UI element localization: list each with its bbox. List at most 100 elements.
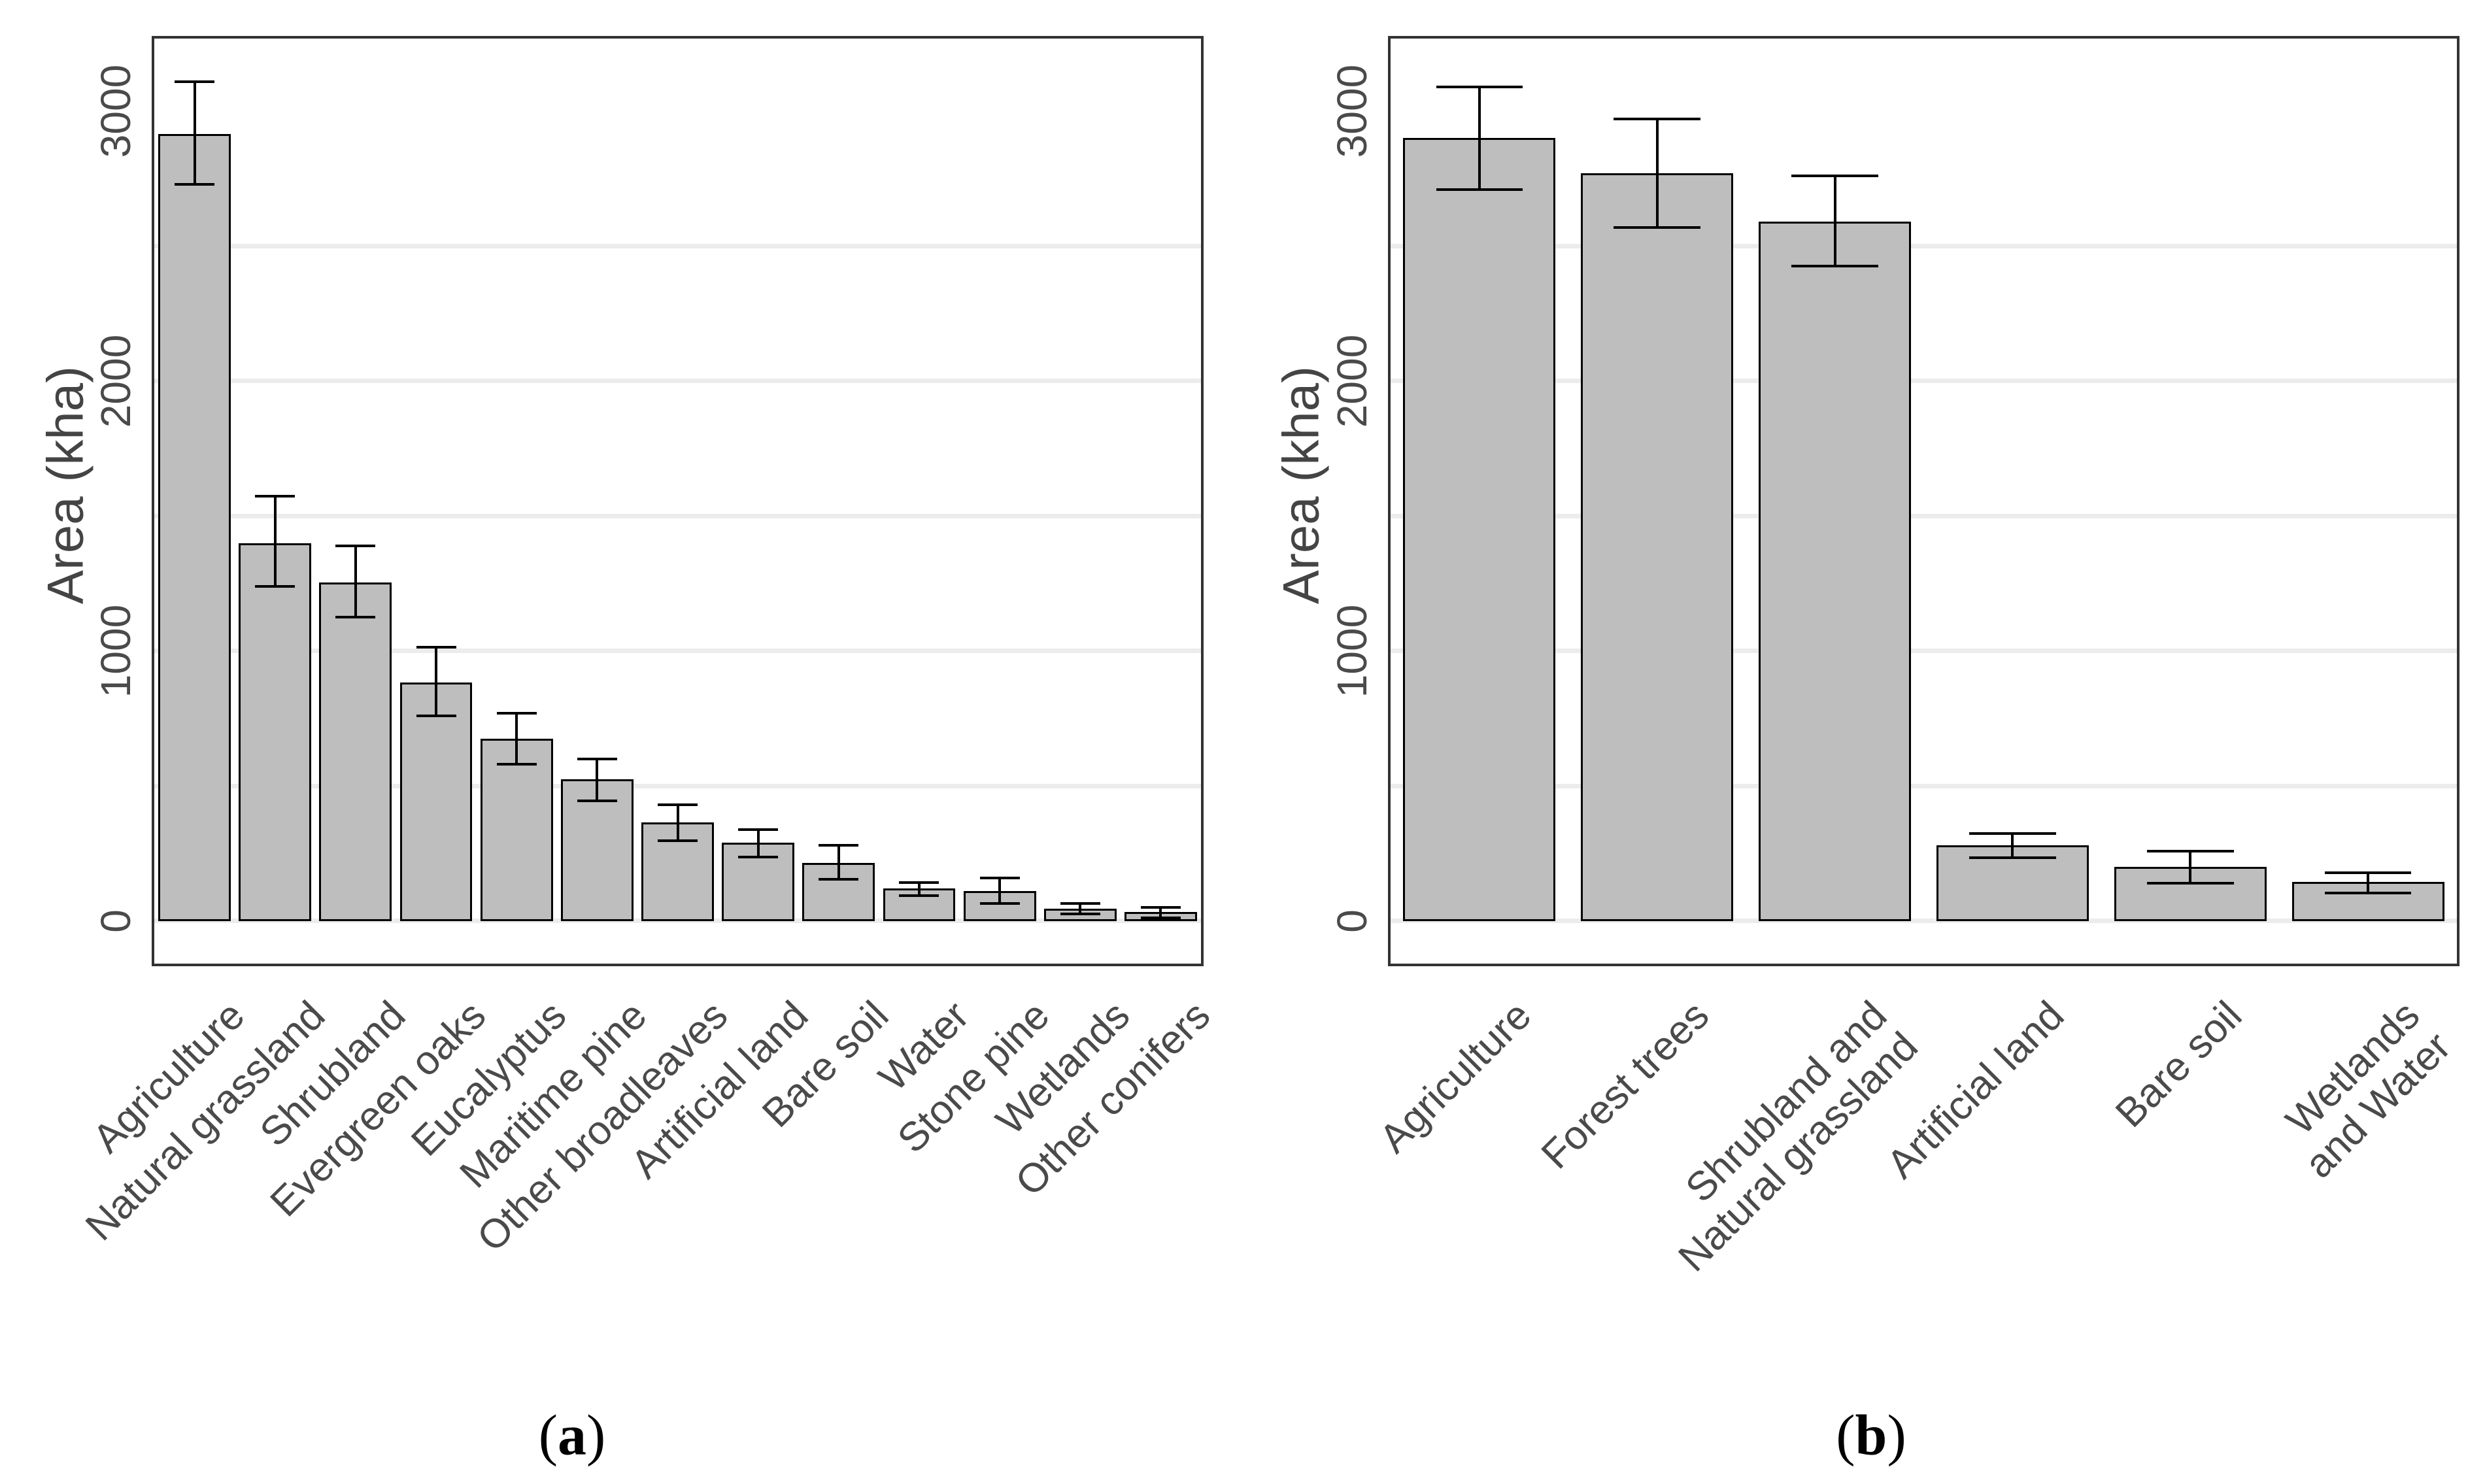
error-bar-cap-top-bare-soil (819, 844, 859, 847)
error-bar-cap-bottom-evergreen-oaks (416, 715, 456, 718)
error-bar-cap-top-wetlands-and-water (2324, 871, 2412, 874)
x-label-agriculture: Agriculture (1370, 992, 1540, 1162)
caption-b-close-paren: ) (1887, 1404, 1906, 1468)
error-bar-cap-bottom-bare-soil (819, 878, 859, 881)
error-bar-cap-top-bare-soil (2146, 849, 2234, 852)
caption-a-letter: a (558, 1404, 586, 1468)
caption-a-close-paren: ) (586, 1404, 606, 1468)
y-tick-label-1000: 1000 (92, 604, 139, 698)
error-bar-line-artificial-land (2011, 833, 2014, 858)
bar-maritime-pine (560, 779, 634, 921)
error-bar-cap-bottom-other-conifers (1140, 916, 1181, 919)
error-bar-cap-bottom-agriculture (175, 182, 215, 186)
gridline-2500 (1391, 243, 2457, 248)
error-bar-cap-bottom-shrubland-and-natural-grassland (1791, 265, 1878, 268)
caption-a-open-paren: ( (538, 1404, 558, 1468)
error-bar-line-wetlands-and-water (2367, 872, 2370, 893)
error-bar-cap-top-evergreen-oaks (416, 645, 456, 649)
caption-b-open-paren: ( (1836, 1404, 1855, 1468)
bar-natural-grassland (239, 543, 312, 921)
caption-b-letter: b (1855, 1404, 1887, 1468)
error-bar-cap-bottom-maritime-pine (577, 800, 617, 803)
bar-eucalyptus (480, 739, 553, 921)
y-tick-label-0: 0 (92, 909, 139, 933)
error-bar-line-artificial-land (756, 830, 760, 858)
error-bar-line-water (917, 883, 921, 896)
gridline-1500 (154, 513, 1201, 518)
y-tick-label-3000: 3000 (92, 64, 139, 158)
error-bar-line-evergreen-oaks (435, 647, 438, 717)
error-bar-line-other-conifers (1159, 907, 1162, 918)
gridline-1500 (1391, 513, 2457, 518)
bar-agriculture (158, 134, 231, 921)
error-bar-line-stone-pine (998, 878, 1002, 904)
error-bar-cap-top-water (899, 881, 939, 885)
bar-shrubland-and-natural-grassland (1759, 222, 1912, 921)
error-bar-cap-bottom-natural-grassland (255, 584, 296, 588)
error-bar-cap-top-artificial-land (738, 828, 779, 832)
error-bar-cap-bottom-stone-pine (979, 902, 1020, 905)
caption-a: (a) (539, 1403, 606, 1469)
error-bar-cap-bottom-water (899, 894, 939, 897)
x-label-wetlands-and-water: Wetlands and Water (2277, 992, 2460, 1187)
error-bar-cap-bottom-bare-soil (2146, 882, 2234, 885)
gridline-1000 (154, 649, 1201, 653)
error-bar-cap-bottom-shrubland (335, 616, 376, 619)
y-tick-label-2000: 2000 (1328, 334, 1376, 428)
gridline-2000 (154, 379, 1201, 383)
error-bar-line-bare-soil (2189, 851, 2192, 884)
gridline-500 (1391, 783, 2457, 788)
plot-panel-b (1388, 36, 2460, 966)
error-bar-cap-top-eucalyptus (496, 712, 537, 715)
error-bar-line-shrubland (354, 545, 357, 618)
error-bar-cap-top-agriculture (175, 80, 215, 83)
error-bar-cap-bottom-other-broadleaves (658, 839, 698, 843)
error-bar-line-agriculture (1478, 86, 1481, 190)
y-tick-label-0: 0 (1328, 909, 1376, 933)
error-bar-cap-bottom-agriculture (1436, 188, 1523, 191)
y-axis-title-a: Area (kha) (36, 365, 94, 604)
error-bar-line-natural-grassland (273, 496, 277, 586)
error-bar-cap-top-agriculture (1436, 85, 1523, 88)
error-bar-line-forest-trees (1655, 119, 1659, 228)
plot-panel-a (152, 36, 1204, 966)
error-bar-line-maritime-pine (596, 759, 599, 801)
gridline-1000 (1391, 649, 2457, 653)
error-bar-cap-top-wetlands (1060, 902, 1100, 905)
error-bar-cap-top-artificial-land (1969, 832, 2056, 835)
error-bar-cap-bottom-artificial-land (1969, 856, 2056, 859)
error-bar-cap-top-natural-grassland (255, 494, 296, 497)
caption-b: (b) (1836, 1403, 1906, 1469)
error-bar-cap-top-other-conifers (1140, 905, 1181, 909)
gridline-2000 (1391, 379, 2457, 383)
y-tick-label-2000: 2000 (92, 334, 139, 428)
bar-evergreen-oaks (399, 682, 473, 921)
gridline-0 (1391, 919, 2457, 923)
gridline-500 (154, 783, 1201, 788)
error-bar-line-wetlands (1079, 903, 1082, 915)
bar-forest-trees (1581, 173, 1734, 921)
y-tick-label-3000: 3000 (1328, 64, 1376, 158)
error-bar-cap-top-forest-trees (1614, 118, 1701, 121)
error-bar-cap-top-other-broadleaves (658, 803, 698, 806)
bar-agriculture (1403, 138, 1556, 921)
gridline-2500 (154, 243, 1201, 248)
error-bar-cap-top-maritime-pine (577, 758, 617, 761)
y-tick-label-1000: 1000 (1328, 604, 1376, 698)
error-bar-cap-bottom-artificial-land (738, 856, 779, 859)
error-bar-cap-bottom-wetlands (1060, 913, 1100, 916)
error-bar-cap-bottom-eucalyptus (496, 763, 537, 766)
error-bar-cap-top-shrubland-and-natural-grassland (1791, 175, 1878, 178)
error-bar-line-bare-soil (837, 845, 840, 879)
error-bar-cap-top-stone-pine (979, 877, 1020, 880)
error-bar-line-agriculture (193, 81, 196, 184)
error-bar-cap-top-shrubland (335, 544, 376, 547)
error-bar-cap-bottom-wetlands-and-water (2324, 891, 2412, 894)
bar-artificial-land (1936, 845, 2089, 921)
error-bar-line-eucalyptus (515, 713, 518, 765)
bar-shrubland (319, 582, 392, 921)
error-bar-line-shrubland-and-natural-grassland (1833, 176, 1836, 267)
error-bar-cap-bottom-forest-trees (1614, 226, 1701, 229)
error-bar-line-other-broadleaves (676, 804, 679, 841)
